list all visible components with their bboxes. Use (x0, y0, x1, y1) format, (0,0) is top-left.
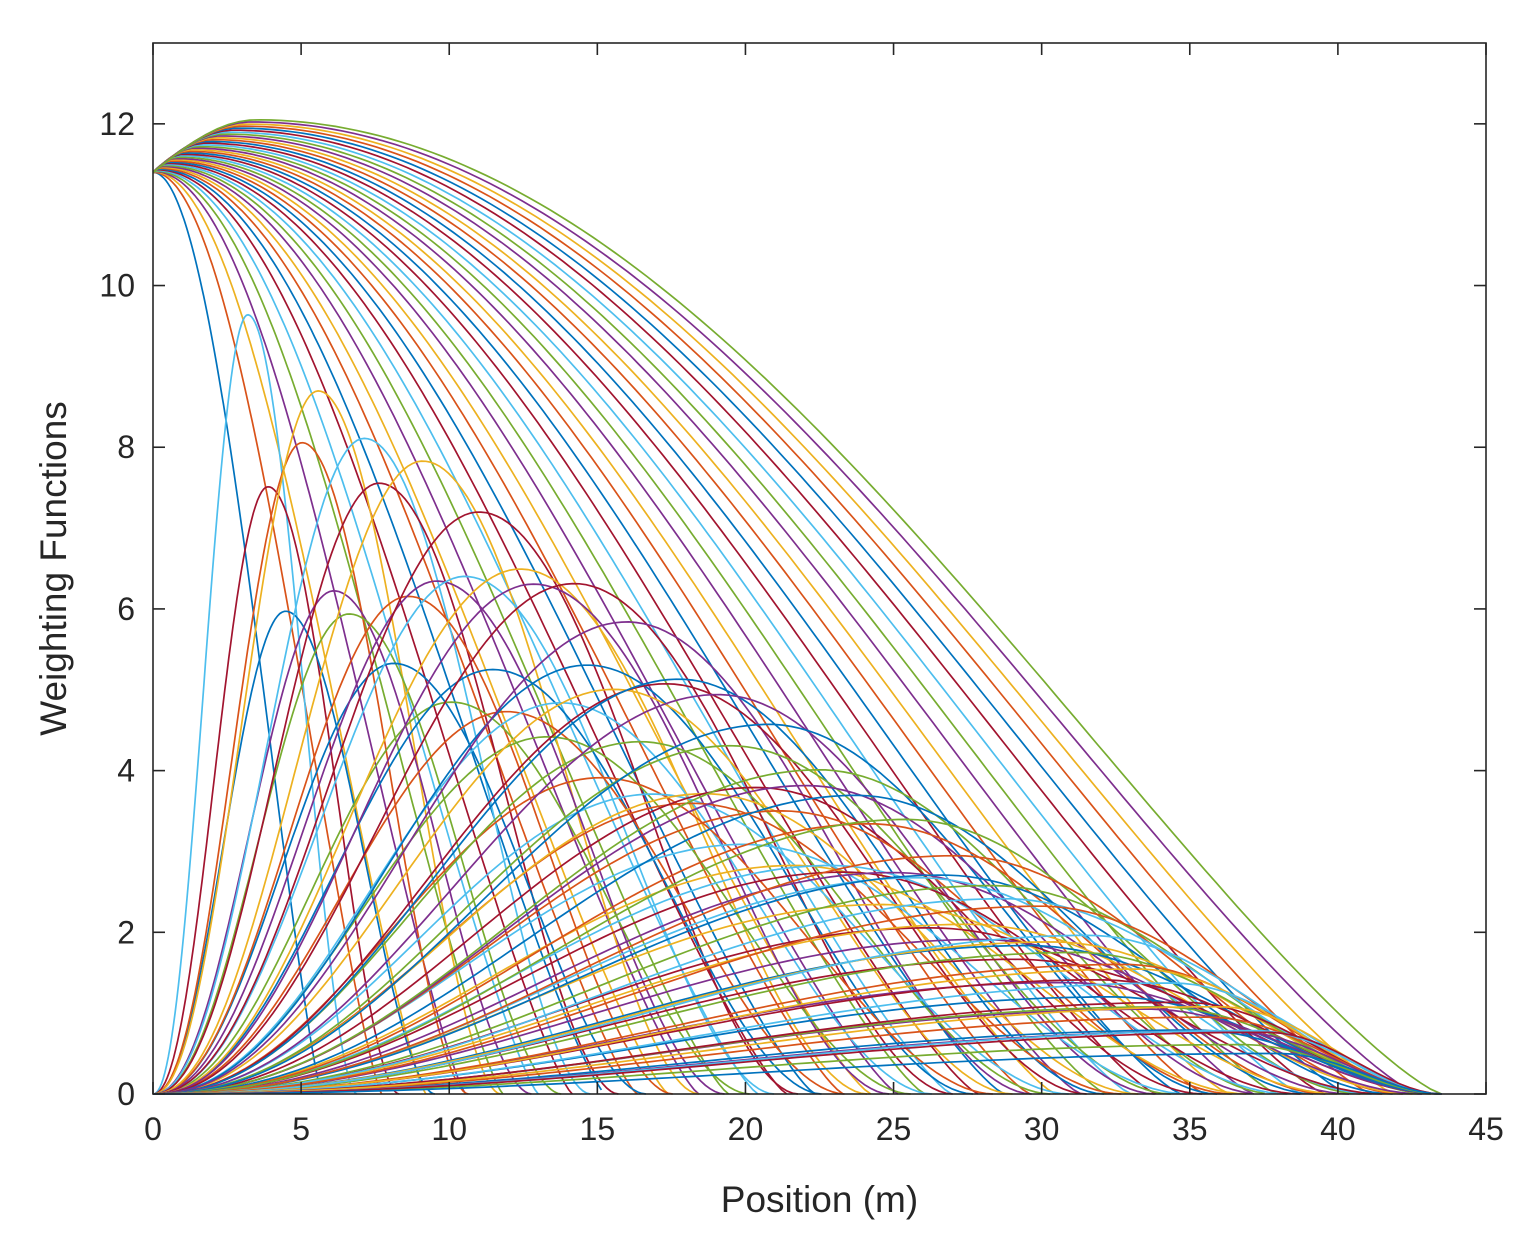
series-line (152, 568, 868, 1095)
series-line (153, 1031, 1442, 1095)
series-line (152, 595, 673, 1095)
series-line (152, 169, 539, 1095)
series-line (153, 1005, 1442, 1095)
series-line (153, 874, 1393, 1095)
series-line (153, 1052, 1442, 1095)
series-line (152, 150, 1031, 1095)
plot-background (153, 43, 1486, 1094)
series-line (152, 142, 1157, 1095)
series-line (152, 154, 953, 1095)
series-line (152, 163, 759, 1095)
series-line (152, 166, 669, 1095)
series-line (152, 135, 1255, 1095)
y-tick-label: 10 (99, 268, 135, 304)
series-line (152, 786, 1203, 1095)
series-line (152, 161, 816, 1095)
y-tick-label: 12 (99, 106, 135, 142)
series-line (152, 664, 974, 1095)
series-line (152, 583, 890, 1095)
series-line (152, 390, 501, 1095)
series-line (152, 123, 1396, 1095)
plot-frame (152, 42, 1487, 1095)
series-line (152, 129, 1326, 1095)
series-line (152, 793, 1069, 1095)
series-line (152, 145, 1107, 1095)
series-line (152, 688, 1013, 1095)
series-line (152, 171, 383, 1095)
y-tick-label: 8 (117, 429, 135, 465)
series-line (152, 744, 1171, 1095)
x-tick-label: 25 (876, 1111, 912, 1147)
series-line (153, 934, 1442, 1095)
series-line (152, 822, 1326, 1095)
x-tick-label: 30 (1024, 1111, 1060, 1147)
series-line (152, 580, 725, 1095)
series-line (152, 131, 1302, 1095)
series-line (152, 701, 750, 1095)
series-line (152, 133, 1279, 1095)
x-tick-label: 40 (1320, 1111, 1356, 1147)
series-line (152, 482, 619, 1095)
tick-layer: 0 5 10 15 20 25 30 35 40 45 0 2 4 6 8 10 12 (99, 43, 1504, 1147)
series-line (152, 152, 1005, 1095)
y-tick-label: 0 (117, 1076, 135, 1112)
series-line (152, 127, 1350, 1095)
series-line (152, 148, 1057, 1095)
y-tick-label: 6 (117, 591, 135, 627)
x-tick-label: 35 (1172, 1111, 1208, 1147)
series-line (152, 864, 1288, 1095)
series-line (152, 167, 638, 1095)
series-line (152, 678, 1105, 1095)
series-line (152, 511, 799, 1095)
series-line (152, 171, 427, 1095)
series-line (152, 121, 1419, 1095)
series-line (152, 313, 358, 1095)
series-line (152, 153, 979, 1095)
x-tick-label: 15 (580, 1111, 616, 1147)
x-tick-label: 0 (144, 1111, 162, 1147)
series-line (152, 621, 1032, 1095)
series-line (152, 441, 469, 1095)
series-line (152, 723, 1218, 1095)
series-line (152, 168, 573, 1095)
series-line (153, 951, 1442, 1095)
series-line (152, 662, 647, 1095)
series-line (152, 613, 562, 1095)
x-axis-label: Position (m) (721, 1179, 918, 1220)
x-tick-label: 5 (292, 1111, 310, 1147)
series-line (152, 164, 730, 1095)
y-tick-label: 4 (117, 753, 135, 789)
series-line (152, 158, 872, 1095)
x-tick-label: 10 (431, 1111, 467, 1147)
series-line (152, 140, 1182, 1095)
series-line (153, 871, 1301, 1095)
y-axis-label: Weighting Functions (33, 401, 74, 736)
series-line (152, 460, 700, 1095)
x-tick-label: 45 (1468, 1111, 1504, 1147)
y-tick-label: 2 (117, 914, 135, 950)
series-line (152, 170, 467, 1095)
x-tick-label: 20 (728, 1111, 764, 1147)
series-line (153, 982, 1442, 1095)
series-line (152, 437, 591, 1095)
series-line (152, 582, 953, 1095)
series-line (152, 171, 323, 1095)
series-line (153, 871, 1350, 1095)
series-line (152, 125, 1373, 1095)
series-line (152, 118, 1442, 1095)
series-layer (152, 118, 1442, 1095)
series-line (153, 968, 1442, 1095)
